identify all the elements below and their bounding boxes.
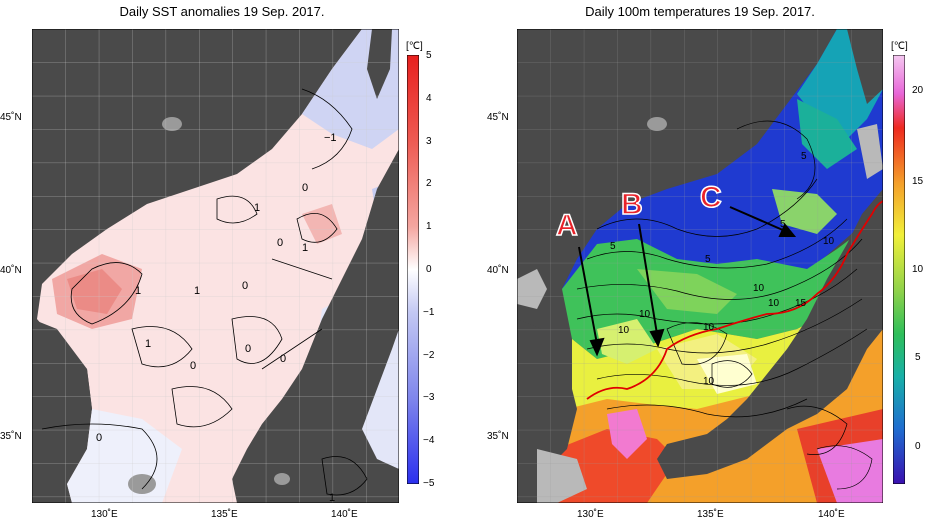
lon-label: 135˚E: [211, 509, 238, 520]
lat-label: 45˚N: [487, 112, 509, 123]
contour-label: 0: [96, 432, 102, 444]
contour-label: −1: [324, 132, 337, 144]
contour-label: 5: [705, 254, 711, 265]
right-panel-title: Daily 100m temperatures 19 Sep. 2017.: [585, 4, 815, 19]
arrow-label-a: A: [555, 208, 578, 243]
contour-label: 1: [194, 285, 200, 297]
colorbar-tick: 15: [912, 176, 924, 187]
contour-label: 1: [254, 202, 260, 214]
contour-label: 5: [780, 219, 786, 230]
colorbar-unit: [℃]: [406, 41, 423, 52]
arrow-label-c: C: [699, 180, 722, 215]
colorbar-tick: −5: [423, 478, 435, 489]
contour-label: 10: [639, 309, 651, 320]
colorbar-tick: 2: [426, 178, 432, 189]
contour-label: 1: [329, 492, 335, 503]
colorbar-tick: −4: [423, 435, 435, 446]
lon-label: 130˚E: [91, 509, 118, 520]
colorbar-tick: 1: [426, 221, 432, 232]
contour-label: 10: [768, 298, 780, 309]
contour-label: 1: [145, 338, 151, 350]
contour-label: 10: [753, 283, 765, 294]
contour-label: 10: [823, 236, 835, 247]
contour-label: 5: [610, 241, 616, 252]
lon-label: 140˚E: [818, 509, 845, 520]
lat-label: 40˚N: [487, 265, 509, 276]
front-line: [586, 200, 883, 400]
colorbar-tick: 10: [912, 264, 924, 275]
colorbar-unit: [℃]: [891, 41, 908, 52]
colorbar-tick: 5: [915, 352, 921, 363]
colorbar-tick: 5: [426, 50, 432, 61]
contour-label: 1: [135, 285, 141, 297]
colorbar-tick: 0: [915, 441, 921, 452]
colorbar-tick: −2: [423, 350, 435, 361]
lon-label: 130˚E: [577, 509, 604, 520]
lon-label: 140˚E: [331, 509, 358, 520]
left-panel-title: Daily SST anomalies 19 Sep. 2017.: [119, 4, 325, 19]
lat-label: 40˚N: [0, 265, 22, 276]
contour-label: 0: [280, 353, 286, 365]
temperature-100m-map: 5 5 5 5 10 10 10 10 10 15 10 10: [517, 29, 883, 503]
colorbar-tick: 20: [912, 85, 924, 96]
contour-label: 5: [801, 151, 807, 162]
arrow-label-b: B: [620, 187, 643, 222]
sst-anomaly-map: −1 0 1 1 0 1 1 1 0 0 0 0 1 0: [32, 29, 399, 503]
sst-anomaly-colorbar: [407, 55, 419, 484]
contour-label: 1: [302, 242, 308, 254]
colorbar-tick: 3: [426, 136, 432, 147]
contour-label: 0: [302, 182, 308, 194]
colorbar-tick: 4: [426, 93, 432, 104]
lat-label: 45˚N: [0, 112, 22, 123]
contour-label: 0: [190, 360, 196, 372]
contour-label: 15: [795, 298, 807, 309]
colorbar-tick: 0: [426, 264, 432, 275]
temperature-colorbar: [893, 55, 905, 484]
colorbar-tick: −1: [423, 307, 435, 318]
lat-label: 35˚N: [487, 431, 509, 442]
contour-label: 0: [277, 237, 283, 249]
contour-label: 10: [703, 376, 715, 387]
contour-label: 0: [245, 343, 251, 355]
colorbar-tick: −3: [423, 392, 435, 403]
contour-label: 10: [703, 322, 715, 333]
contour-label: 0: [242, 280, 248, 292]
lon-label: 135˚E: [697, 509, 724, 520]
lat-label: 35˚N: [0, 431, 22, 442]
contour-label: 10: [618, 325, 630, 336]
